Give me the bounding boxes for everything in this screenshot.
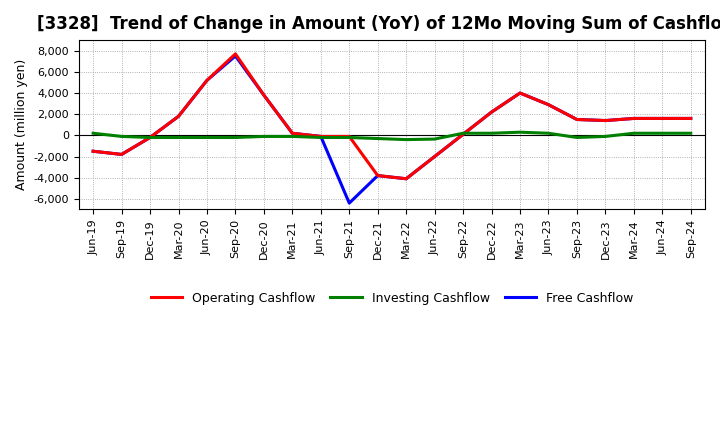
Y-axis label: Amount (million yen): Amount (million yen): [15, 59, 28, 191]
Operating Cashflow: [431, 154, 439, 159]
Operating Cashflow: [629, 116, 638, 121]
Investing Cashflow: [487, 131, 496, 136]
Investing Cashflow: [601, 134, 610, 139]
Investing Cashflow: [402, 137, 410, 142]
Operating Cashflow: [89, 149, 97, 154]
Free Cashflow: [231, 53, 240, 59]
Free Cashflow: [516, 90, 524, 95]
Free Cashflow: [487, 110, 496, 115]
Free Cashflow: [601, 118, 610, 123]
Operating Cashflow: [544, 102, 553, 107]
Operating Cashflow: [117, 152, 126, 157]
Operating Cashflow: [374, 173, 382, 178]
Investing Cashflow: [145, 135, 154, 140]
Investing Cashflow: [317, 135, 325, 140]
Free Cashflow: [288, 131, 297, 136]
Operating Cashflow: [317, 134, 325, 139]
Free Cashflow: [686, 116, 695, 121]
Free Cashflow: [402, 176, 410, 181]
Free Cashflow: [260, 92, 269, 98]
Investing Cashflow: [572, 135, 581, 140]
Free Cashflow: [174, 114, 183, 119]
Free Cashflow: [345, 201, 354, 206]
Free Cashflow: [202, 78, 211, 83]
Operating Cashflow: [516, 90, 524, 95]
Investing Cashflow: [345, 135, 354, 140]
Free Cashflow: [658, 116, 667, 121]
Investing Cashflow: [202, 135, 211, 140]
Free Cashflow: [431, 154, 439, 159]
Investing Cashflow: [231, 135, 240, 140]
Operating Cashflow: [260, 92, 269, 98]
Title: [3328]  Trend of Change in Amount (YoY) of 12Mo Moving Sum of Cashflows: [3328] Trend of Change in Amount (YoY) o…: [37, 15, 720, 33]
Operating Cashflow: [202, 78, 211, 83]
Operating Cashflow: [145, 135, 154, 140]
Investing Cashflow: [629, 131, 638, 136]
Investing Cashflow: [288, 134, 297, 139]
Investing Cashflow: [431, 136, 439, 142]
Free Cashflow: [629, 116, 638, 121]
Operating Cashflow: [601, 118, 610, 123]
Investing Cashflow: [89, 131, 97, 136]
Investing Cashflow: [260, 134, 269, 139]
Investing Cashflow: [516, 129, 524, 135]
Operating Cashflow: [686, 116, 695, 121]
Free Cashflow: [544, 102, 553, 107]
Legend: Operating Cashflow, Investing Cashflow, Free Cashflow: Operating Cashflow, Investing Cashflow, …: [145, 287, 638, 310]
Free Cashflow: [572, 117, 581, 122]
Investing Cashflow: [117, 134, 126, 139]
Operating Cashflow: [459, 132, 467, 137]
Line: Free Cashflow: Free Cashflow: [93, 56, 690, 203]
Investing Cashflow: [459, 131, 467, 136]
Operating Cashflow: [487, 110, 496, 115]
Free Cashflow: [145, 135, 154, 140]
Free Cashflow: [459, 132, 467, 137]
Operating Cashflow: [658, 116, 667, 121]
Operating Cashflow: [288, 131, 297, 136]
Operating Cashflow: [572, 117, 581, 122]
Investing Cashflow: [544, 131, 553, 136]
Free Cashflow: [117, 152, 126, 157]
Investing Cashflow: [374, 136, 382, 141]
Operating Cashflow: [231, 51, 240, 56]
Free Cashflow: [374, 173, 382, 178]
Line: Operating Cashflow: Operating Cashflow: [93, 54, 690, 179]
Free Cashflow: [317, 134, 325, 139]
Free Cashflow: [89, 149, 97, 154]
Investing Cashflow: [658, 131, 667, 136]
Operating Cashflow: [174, 114, 183, 119]
Investing Cashflow: [174, 135, 183, 140]
Operating Cashflow: [402, 176, 410, 181]
Investing Cashflow: [686, 131, 695, 136]
Operating Cashflow: [345, 134, 354, 139]
Line: Investing Cashflow: Investing Cashflow: [93, 132, 690, 139]
